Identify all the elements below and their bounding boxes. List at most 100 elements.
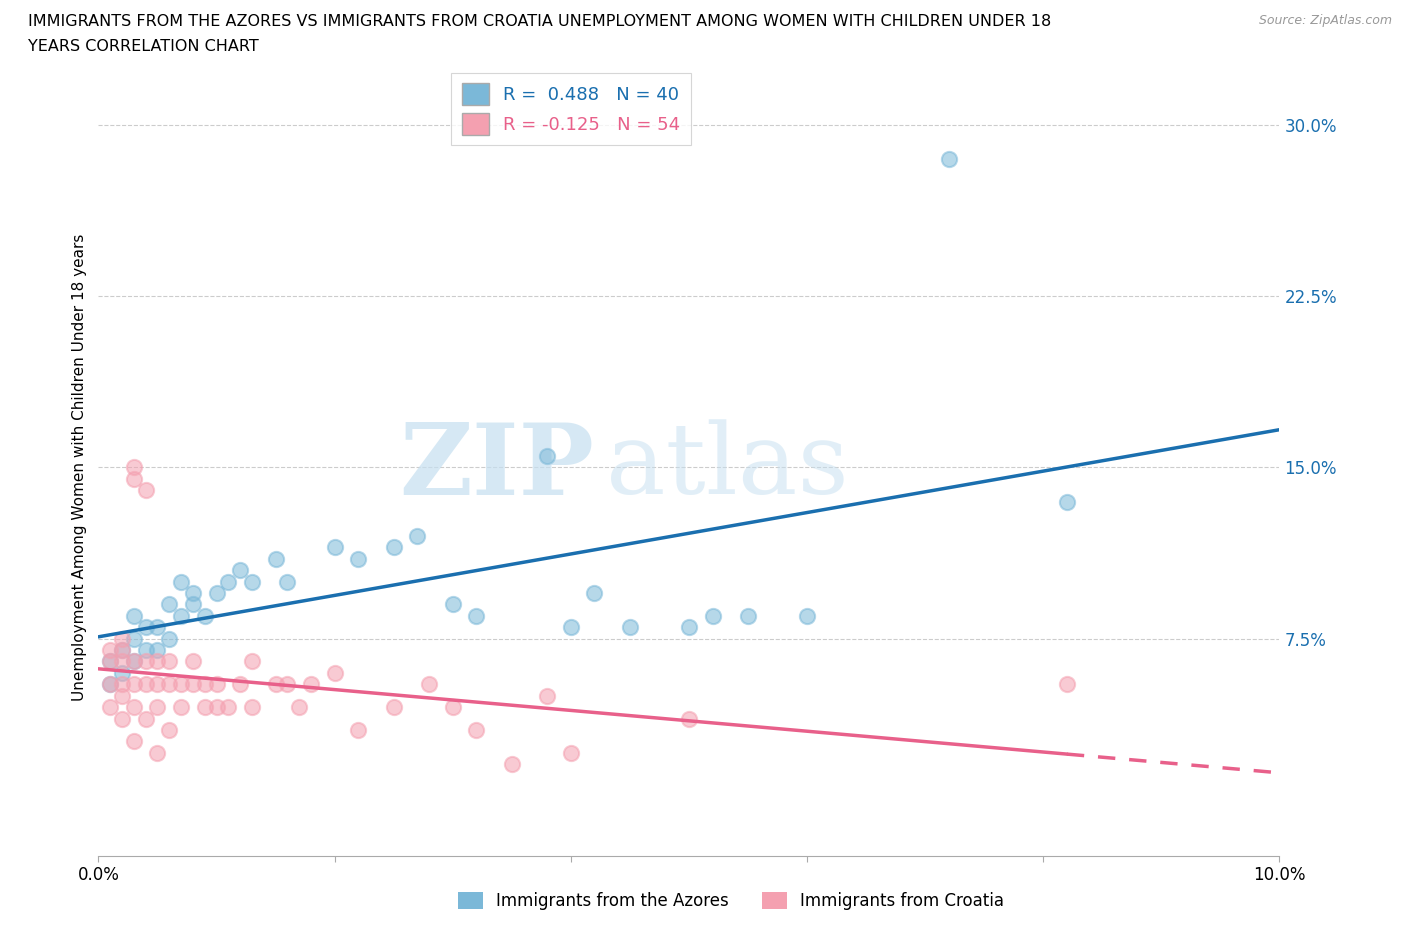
- Point: [406, 528, 429, 543]
- Point: [98, 677, 121, 692]
- Point: [111, 677, 134, 692]
- Point: [181, 677, 204, 692]
- Point: [111, 631, 134, 646]
- Point: [382, 539, 405, 554]
- Point: [323, 539, 346, 554]
- Point: [111, 711, 134, 726]
- Point: [240, 699, 263, 714]
- Point: [217, 699, 239, 714]
- Point: [122, 677, 145, 692]
- Point: [418, 677, 440, 692]
- Text: YEARS CORRELATION CHART: YEARS CORRELATION CHART: [28, 39, 259, 54]
- Point: [170, 608, 193, 623]
- Point: [240, 654, 263, 669]
- Point: [264, 551, 287, 566]
- Point: [111, 688, 134, 703]
- Point: [157, 654, 180, 669]
- Point: [146, 677, 169, 692]
- Point: [98, 643, 121, 658]
- Point: [264, 677, 287, 692]
- Point: [111, 643, 134, 658]
- Point: [229, 563, 252, 578]
- Point: [122, 460, 145, 474]
- Point: [382, 699, 405, 714]
- Point: [441, 597, 464, 612]
- Point: [157, 597, 180, 612]
- Point: [135, 643, 157, 658]
- Point: [1056, 494, 1078, 509]
- Point: [98, 699, 121, 714]
- Legend: R =  0.488   N = 40, R = -0.125   N = 54: R = 0.488 N = 40, R = -0.125 N = 54: [451, 73, 690, 145]
- Point: [1056, 677, 1078, 692]
- Point: [323, 666, 346, 681]
- Point: [170, 677, 193, 692]
- Text: Source: ZipAtlas.com: Source: ZipAtlas.com: [1258, 14, 1392, 27]
- Point: [288, 699, 311, 714]
- Point: [122, 654, 145, 669]
- Point: [217, 574, 239, 589]
- Point: [146, 654, 169, 669]
- Point: [146, 643, 169, 658]
- Y-axis label: Unemployment Among Women with Children Under 18 years: Unemployment Among Women with Children U…: [72, 233, 87, 701]
- Point: [536, 448, 558, 463]
- Point: [938, 152, 960, 166]
- Point: [501, 757, 523, 772]
- Point: [111, 654, 134, 669]
- Point: [122, 654, 145, 669]
- Text: ZIP: ZIP: [399, 418, 595, 516]
- Point: [276, 574, 298, 589]
- Point: [678, 619, 700, 634]
- Point: [122, 734, 145, 749]
- Point: [536, 688, 558, 703]
- Point: [98, 654, 121, 669]
- Point: [205, 699, 228, 714]
- Point: [146, 699, 169, 714]
- Point: [194, 699, 217, 714]
- Point: [157, 631, 180, 646]
- Point: [702, 608, 724, 623]
- Point: [146, 745, 169, 760]
- Point: [181, 597, 204, 612]
- Point: [465, 723, 488, 737]
- Point: [240, 574, 263, 589]
- Point: [205, 677, 228, 692]
- Point: [229, 677, 252, 692]
- Point: [135, 654, 157, 669]
- Point: [157, 677, 180, 692]
- Point: [122, 472, 145, 486]
- Point: [737, 608, 759, 623]
- Point: [583, 586, 606, 601]
- Point: [170, 574, 193, 589]
- Point: [619, 619, 641, 634]
- Point: [111, 666, 134, 681]
- Text: IMMIGRANTS FROM THE AZORES VS IMMIGRANTS FROM CROATIA UNEMPLOYMENT AMONG WOMEN W: IMMIGRANTS FROM THE AZORES VS IMMIGRANTS…: [28, 14, 1052, 29]
- Point: [441, 699, 464, 714]
- Point: [678, 711, 700, 726]
- Point: [157, 723, 180, 737]
- Point: [98, 654, 121, 669]
- Point: [465, 608, 488, 623]
- Point: [135, 619, 157, 634]
- Point: [347, 723, 370, 737]
- Legend: Immigrants from the Azores, Immigrants from Croatia: Immigrants from the Azores, Immigrants f…: [451, 885, 1011, 917]
- Point: [299, 677, 322, 692]
- Point: [205, 586, 228, 601]
- Point: [122, 608, 145, 623]
- Point: [347, 551, 370, 566]
- Point: [111, 643, 134, 658]
- Point: [135, 677, 157, 692]
- Point: [181, 586, 204, 601]
- Point: [276, 677, 298, 692]
- Point: [170, 699, 193, 714]
- Point: [560, 619, 582, 634]
- Point: [98, 677, 121, 692]
- Point: [194, 608, 217, 623]
- Point: [146, 619, 169, 634]
- Point: [796, 608, 818, 623]
- Point: [122, 699, 145, 714]
- Point: [135, 483, 157, 498]
- Point: [135, 711, 157, 726]
- Point: [194, 677, 217, 692]
- Point: [181, 654, 204, 669]
- Text: atlas: atlas: [606, 419, 849, 515]
